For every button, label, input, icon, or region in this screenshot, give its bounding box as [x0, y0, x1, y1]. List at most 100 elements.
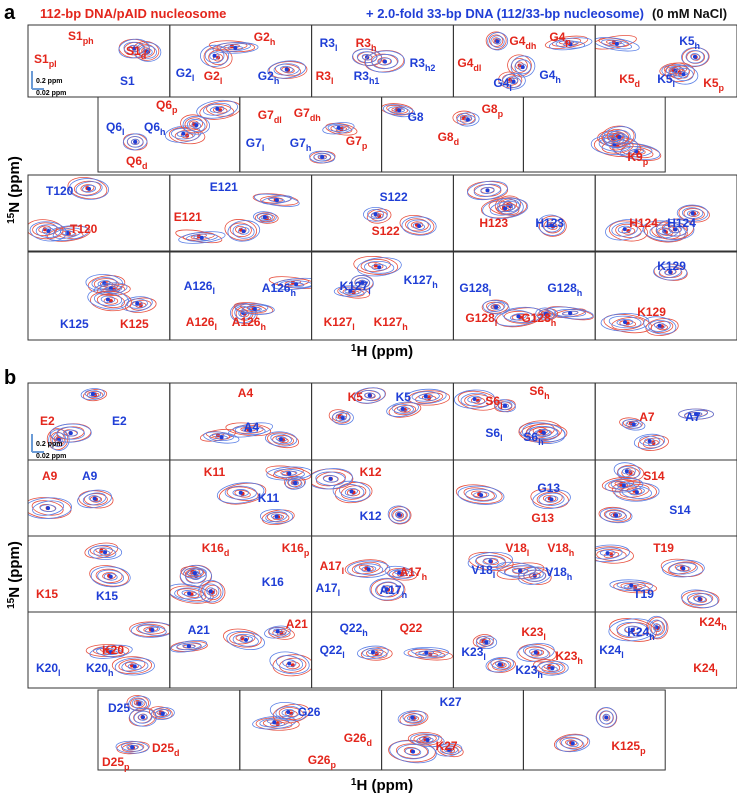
contour — [89, 565, 129, 587]
contour — [546, 221, 557, 230]
contours — [481, 299, 594, 328]
contours — [595, 35, 710, 85]
label-main: H124 — [629, 216, 658, 230]
contours — [311, 468, 412, 525]
label-main: K125 — [120, 317, 149, 331]
contours — [309, 122, 358, 164]
contour — [510, 55, 536, 78]
label-main: G7 — [346, 134, 362, 148]
contour — [202, 583, 220, 599]
label-main: S14 — [669, 503, 691, 517]
peak-label: R3l — [320, 36, 338, 53]
panel-border — [452, 459, 596, 537]
label-sub: h — [362, 628, 368, 638]
peak-dot — [694, 412, 699, 417]
contour — [218, 482, 267, 505]
contour — [120, 742, 144, 752]
label-main: K129 — [637, 305, 666, 319]
label-sub: h — [371, 43, 377, 53]
contour — [480, 197, 527, 219]
peak-label: A126l — [184, 279, 215, 296]
contour — [133, 700, 142, 706]
peak-dot — [630, 627, 635, 632]
panel-border — [27, 611, 171, 689]
contour — [493, 37, 502, 45]
label-main: K24 — [699, 615, 721, 629]
peak-label: K20h — [86, 661, 114, 678]
contour — [600, 313, 650, 332]
contour — [536, 491, 563, 506]
contour — [524, 646, 551, 660]
peak-label: G7h — [290, 136, 312, 153]
label-sub: p — [362, 141, 368, 151]
peak-dot — [108, 574, 113, 579]
contour — [495, 661, 506, 667]
contour — [529, 425, 559, 441]
label-sub: dl — [274, 115, 282, 125]
peak-label: G26 — [298, 705, 321, 719]
peak-dot — [497, 662, 502, 667]
contour — [392, 509, 408, 522]
peak-dot — [135, 301, 140, 306]
label-main: A4 — [238, 386, 254, 400]
contour — [216, 482, 265, 504]
peak-dot — [87, 186, 92, 191]
peak-label: S6h — [529, 384, 549, 401]
contours — [598, 462, 660, 524]
contour — [621, 468, 632, 475]
peak-label: A17h — [380, 583, 408, 600]
peak-dot — [294, 282, 299, 287]
peak-dot — [547, 664, 552, 669]
contour — [35, 224, 61, 238]
contour — [555, 734, 591, 753]
contour — [653, 263, 688, 281]
contour — [467, 180, 508, 201]
peak-dot — [533, 650, 538, 655]
label-main: K129 — [657, 259, 686, 273]
peak-dot — [377, 265, 382, 270]
contour — [463, 487, 495, 501]
contour — [280, 65, 294, 73]
contour — [482, 300, 510, 315]
contour — [605, 219, 644, 241]
label-sub: h — [538, 437, 544, 447]
peak-dot — [400, 406, 405, 411]
contour — [628, 149, 646, 156]
peak-label: A126h — [262, 281, 296, 298]
peak-label: S1d — [126, 44, 146, 61]
contour — [487, 301, 506, 312]
label-main: K27 — [436, 739, 458, 753]
contour — [143, 626, 159, 633]
contour — [199, 100, 240, 120]
label-main: G8 — [482, 102, 498, 116]
label-main: R3 — [320, 36, 336, 50]
contour — [610, 512, 622, 519]
contour — [121, 660, 149, 673]
contour — [555, 40, 586, 49]
contours — [46, 388, 108, 451]
contour — [675, 565, 691, 572]
contour — [490, 35, 505, 48]
contour — [269, 701, 307, 722]
contours — [351, 48, 406, 73]
contour — [358, 279, 367, 286]
contour — [241, 304, 269, 313]
contour — [595, 37, 640, 52]
label-main: R3 — [356, 36, 372, 50]
contour — [238, 227, 250, 235]
contour — [253, 193, 300, 207]
label-sub: l — [212, 286, 215, 296]
spectrum-panel: K11 K11 — [169, 459, 313, 537]
contour — [97, 569, 125, 585]
contour — [399, 407, 411, 413]
contour — [89, 496, 103, 503]
contour — [277, 437, 289, 444]
peak-dot — [634, 490, 639, 495]
peak-dot — [629, 583, 634, 588]
peak-label: A7 — [639, 410, 655, 424]
contour — [533, 659, 566, 675]
peak-dot — [252, 307, 257, 312]
contour — [518, 63, 527, 72]
contour — [598, 137, 631, 152]
